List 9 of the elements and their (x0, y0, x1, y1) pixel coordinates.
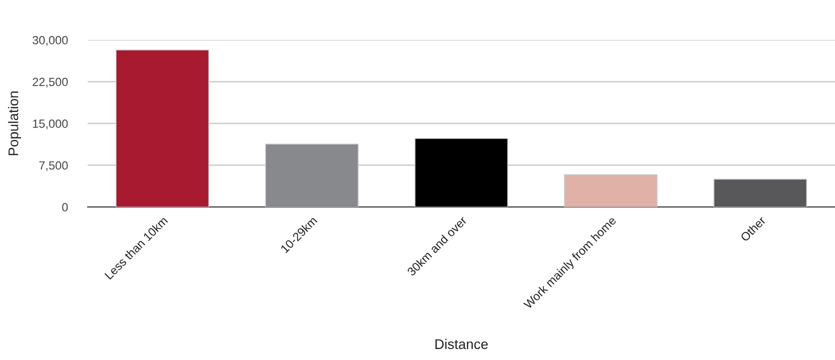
y-tick-label: 30,000 (32, 36, 68, 46)
y-tick-label: 0 (62, 203, 68, 212)
bar (714, 178, 808, 207)
y-tick-label: 22,500 (32, 78, 68, 88)
y-tick-label: 7,500 (39, 161, 68, 172)
bar (564, 174, 658, 207)
y-axis-title: Population (8, 92, 22, 156)
x-axis-title: Distance (435, 338, 488, 350)
y-tick-label: 15,000 (33, 120, 68, 130)
